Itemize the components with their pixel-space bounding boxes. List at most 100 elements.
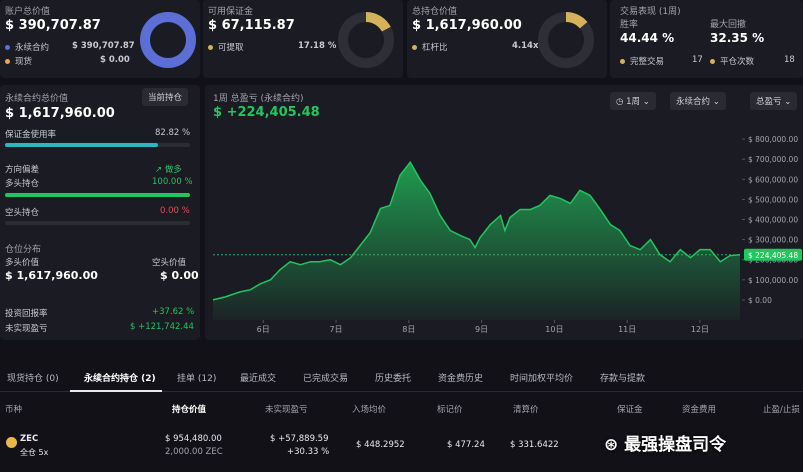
label: 可提取 bbox=[218, 43, 244, 53]
donut-segment bbox=[338, 12, 394, 68]
tab[interactable]: 永续合约持仓 (2) bbox=[84, 374, 156, 384]
donuts bbox=[140, 12, 594, 68]
y-tick-label: $ 400,000.00 bbox=[748, 216, 798, 225]
current-value-tag bbox=[744, 248, 802, 261]
tab-bar bbox=[0, 362, 803, 392]
value: 4.14x bbox=[512, 41, 539, 51]
current-value-label: $ 224,405.48 bbox=[748, 251, 798, 260]
value: $ 390,707.87 bbox=[72, 41, 135, 51]
chart-subtitle: $ +224,405.48 bbox=[213, 105, 320, 120]
value: $ 0.00 bbox=[160, 269, 199, 282]
tab[interactable]: 最近成交 bbox=[240, 374, 277, 384]
tab[interactable]: 时间加权平均价 bbox=[510, 374, 574, 384]
count-item: 完整交易 bbox=[620, 55, 664, 67]
column-header: 止盈/止损 bbox=[763, 405, 800, 415]
count: 17 bbox=[692, 55, 703, 65]
tab[interactable]: 资金费历史 bbox=[438, 374, 484, 384]
button[interactable]: 当前持仓 bbox=[142, 88, 189, 106]
column-header: 保证金 bbox=[617, 405, 643, 415]
card-title: 账户总价值 bbox=[5, 7, 51, 17]
direction: ↗ 做多 bbox=[155, 165, 182, 175]
tab[interactable]: 历史委托 bbox=[375, 374, 412, 384]
cell: $ 477.24 bbox=[447, 440, 485, 450]
coin: ZEC bbox=[20, 434, 39, 444]
chart-panel: 1周 总盈亏 (永续合约) $ +224,405.48 ◷ 1周 ⌄ 永续合约 … bbox=[205, 85, 803, 340]
y-tick-label: $ 300,000.00 bbox=[748, 236, 798, 245]
x-tick-label: 10日 bbox=[545, 325, 563, 334]
legend-item: 杠杆比 bbox=[412, 41, 448, 53]
label: 平仓次数 bbox=[720, 57, 755, 67]
column-header: 资金费用 bbox=[682, 405, 717, 415]
watermark: ⊛ 最强操盘司令 bbox=[604, 435, 727, 455]
y-tick-label: $ 800,000.00 bbox=[748, 135, 798, 144]
label: 永续合约 bbox=[15, 43, 50, 53]
column-header: 清算价 bbox=[513, 405, 539, 415]
value: $ 0.00 bbox=[100, 55, 130, 65]
label: 投资回报率 bbox=[5, 309, 48, 319]
tab[interactable]: 现货持仓 (0) bbox=[7, 374, 59, 384]
label: 未实现盈亏 bbox=[5, 324, 48, 334]
card-title: 可用保证金 bbox=[208, 7, 254, 17]
tab[interactable]: 挂单 (12) bbox=[177, 374, 217, 384]
stat-value: 32.35 % bbox=[710, 31, 765, 45]
label: 现货 bbox=[15, 57, 33, 67]
x-tick-label: 11日 bbox=[618, 325, 636, 334]
dropdown[interactable]: 总盈亏 ⌄ bbox=[750, 92, 798, 110]
x-tick-label: 9日 bbox=[475, 325, 488, 334]
value: +37.62 % bbox=[152, 307, 195, 317]
label: 多头价值 bbox=[5, 258, 40, 268]
card-value: $ 67,115.87 bbox=[208, 18, 295, 33]
dropdown[interactable]: ◷ 1周 ⌄ bbox=[610, 92, 656, 110]
label: 保证金使用率 bbox=[5, 130, 57, 140]
y-tick-label: $ 600,000.00 bbox=[748, 175, 798, 184]
count: 18 bbox=[784, 55, 795, 65]
label: 永续合约 bbox=[676, 97, 711, 107]
card-title: 总持仓价值 bbox=[412, 7, 458, 17]
progress-track bbox=[5, 221, 190, 225]
card-value: $ 390,707.87 bbox=[5, 18, 101, 33]
progress-bar bbox=[5, 143, 159, 147]
area bbox=[213, 162, 740, 320]
y-tick-label: $ 0.00 bbox=[748, 296, 772, 305]
value: 0.00 % bbox=[160, 206, 190, 216]
value: 100.00 % bbox=[152, 177, 193, 187]
cell: 2,000.00 ZEC bbox=[165, 447, 223, 457]
cell: $ 448.2952 bbox=[356, 440, 405, 450]
chart: $ 0.00$ 100,000.00$ 200,000.00$ 300,000.… bbox=[212, 135, 802, 334]
coin-icon bbox=[6, 437, 17, 448]
tab[interactable]: 存款与提款 bbox=[600, 374, 646, 384]
column-header: 标记价 bbox=[437, 405, 463, 415]
mode: 全仓 5x bbox=[20, 448, 49, 457]
column-header: 币种 bbox=[5, 405, 23, 415]
donut-segment bbox=[140, 12, 196, 68]
active-tab-underline bbox=[70, 390, 162, 392]
label: 多头持仓 bbox=[5, 179, 40, 189]
cell: +30.33 % bbox=[287, 447, 330, 457]
label: 完整交易 bbox=[630, 57, 665, 67]
label: 杠杆比 bbox=[422, 43, 448, 53]
card: 交易表现 (1周) 胜率 44.44 % 最大回撤 32.35 % 完整交易 1… bbox=[610, 0, 803, 78]
label: 方向偏差 bbox=[5, 165, 40, 175]
progress-track bbox=[5, 193, 190, 197]
x-tick-label: 7日 bbox=[329, 325, 342, 334]
y-tick-label: $ 100,000.00 bbox=[748, 276, 798, 285]
legend-item: 可提取 bbox=[208, 41, 244, 53]
section-title: 仓位分布 bbox=[5, 245, 42, 255]
panel-value: $ 1,617,960.00 bbox=[5, 106, 115, 121]
cell: $ +57,889.59 bbox=[270, 434, 329, 444]
progress-bar bbox=[5, 193, 190, 197]
value: 82.82 % bbox=[155, 128, 191, 138]
cell: $ 954,480.00 bbox=[165, 434, 222, 444]
chart-title: 1周 总盈亏 (永续合约) bbox=[213, 94, 304, 104]
label: 空头价值 bbox=[152, 258, 187, 268]
legend-item: 现货 bbox=[5, 55, 32, 67]
panel-title: 永续合约总价值 bbox=[5, 94, 69, 104]
y-tick-label: $ 700,000.00 bbox=[748, 155, 798, 164]
x-tick-label: 8日 bbox=[402, 325, 415, 334]
dropdown[interactable]: 永续合约 ⌄ bbox=[670, 92, 726, 110]
tab[interactable]: 已完成交易 bbox=[303, 374, 349, 384]
stat-value: 44.44 % bbox=[620, 31, 675, 45]
column-header: 未实现盈亏 bbox=[265, 405, 308, 415]
progress-track bbox=[5, 143, 190, 147]
